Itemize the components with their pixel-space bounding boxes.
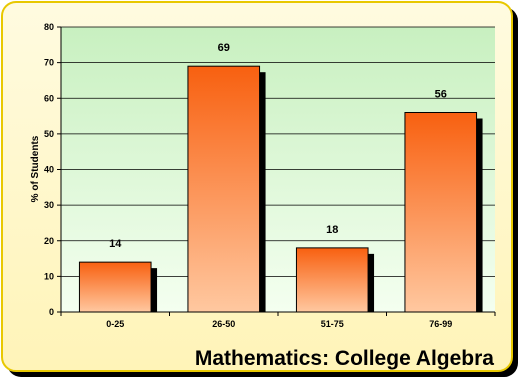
bar (78, 261, 152, 313)
chart-title: Mathematics: College Algebra (195, 347, 494, 370)
y-ticks: 0 10 20 30 40 50 60 70 80 (44, 22, 61, 317)
y-tick-label: 50 (44, 129, 54, 139)
data-label: 56 (435, 89, 447, 101)
y-axis-label: % of Students (30, 135, 41, 202)
x-ticks: 0-25 26-50 51-75 76-99 (60, 312, 496, 329)
y-tick-label: 0 (49, 307, 54, 317)
x-tick-label: 76-99 (429, 319, 452, 329)
y-tick-label: 10 (44, 271, 54, 281)
y-tick-label: 80 (44, 22, 54, 32)
bar (187, 65, 261, 313)
bar (295, 247, 369, 313)
data-label: 18 (326, 224, 338, 236)
data-label: 69 (218, 42, 230, 54)
data-label: 14 (109, 238, 122, 250)
y-tick-label: 60 (44, 93, 54, 103)
x-tick-label: 51-75 (321, 319, 344, 329)
y-tick-label: 40 (44, 165, 54, 175)
bar (404, 112, 478, 313)
x-tick-label: 26-50 (212, 319, 235, 329)
y-tick-label: 20 (44, 236, 54, 246)
bars: 14 69 18 56 (78, 42, 483, 313)
y-tick-label: 70 (44, 58, 54, 68)
y-tick-label: 30 (44, 200, 54, 210)
x-tick-label: 0-25 (106, 319, 124, 329)
